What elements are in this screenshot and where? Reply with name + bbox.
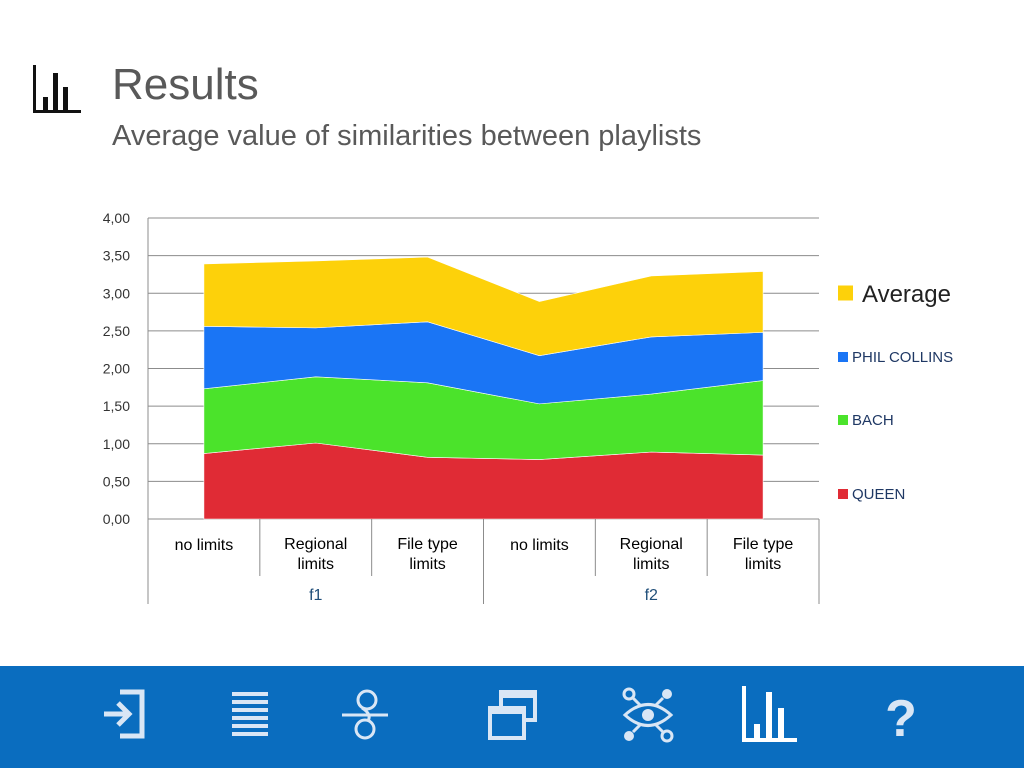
help-label: ?	[885, 690, 917, 744]
network-eye-icon[interactable]	[619, 686, 677, 744]
x-category-label: limits	[745, 556, 781, 573]
y-tick-label: 2,50	[103, 323, 130, 339]
y-tick-label: 2,00	[103, 361, 130, 377]
legend-swatch	[838, 489, 848, 499]
page-title: Results	[112, 60, 259, 109]
bar-chart-icon[interactable]	[739, 686, 797, 744]
x-category-label: File type	[733, 536, 794, 553]
legend-label: BACH	[852, 412, 894, 429]
area-series-average	[203, 256, 764, 357]
help-icon[interactable]: ?	[872, 686, 930, 744]
x-group-label: f2	[645, 587, 658, 604]
filter-icon[interactable]	[336, 686, 394, 744]
x-category-label: File type	[397, 536, 458, 553]
y-tick-label: 4,00	[103, 210, 130, 226]
x-category-label: Regional	[284, 536, 347, 553]
y-tick-label: 1,00	[103, 436, 130, 452]
bar-chart-icon	[33, 65, 81, 113]
list-icon[interactable]	[221, 686, 279, 744]
y-tick-label: 0,00	[103, 511, 130, 527]
x-category-label: limits	[633, 556, 669, 573]
windows-icon[interactable]	[484, 686, 542, 744]
legend-swatch	[838, 415, 848, 425]
x-category-label: no limits	[175, 537, 234, 554]
x-category-label: Regional	[620, 536, 683, 553]
legend-swatch	[838, 352, 848, 362]
legend-label: QUEEN	[852, 486, 905, 503]
login-icon[interactable]	[96, 686, 154, 744]
y-tick-label: 3,00	[103, 285, 130, 301]
page-subtitle: Average value of similarities between pl…	[112, 120, 702, 152]
x-category-label: limits	[298, 556, 334, 573]
legend-label: Average	[862, 281, 951, 308]
x-category-label: no limits	[510, 537, 569, 554]
x-category-label: limits	[409, 556, 445, 573]
stacked-area-chart: 0,00 0,50 1,00 1,50 2,00 2,50 3,00 3,50 4,00 no l…	[103, 210, 953, 604]
y-tick-label: 0,50	[103, 473, 130, 489]
y-tick-label: 1,50	[103, 398, 130, 414]
y-tick-label: 3,50	[103, 248, 130, 264]
x-group-label: f1	[309, 587, 322, 604]
legend-label: PHIL COLLINS	[852, 349, 953, 366]
legend-swatch	[838, 285, 853, 301]
